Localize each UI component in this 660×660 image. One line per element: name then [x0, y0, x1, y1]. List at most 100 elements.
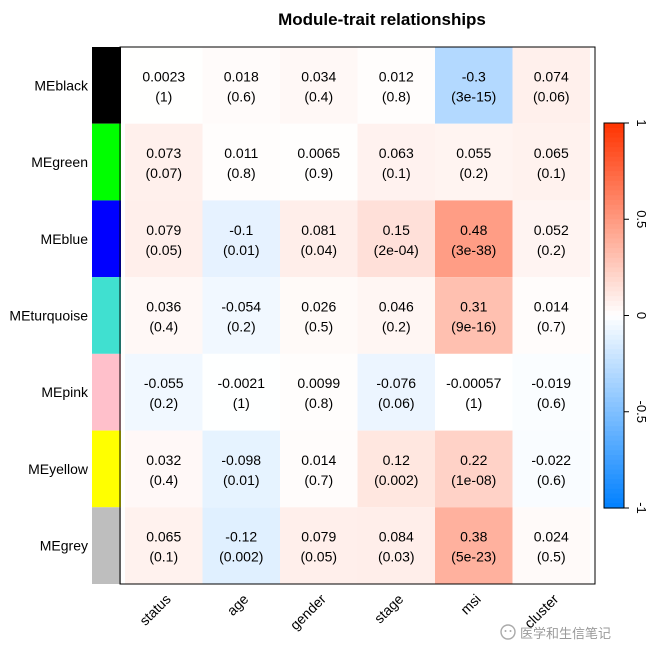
legend-gradient-segment: [604, 127, 624, 134]
cell-correlation-label: 0.0065: [297, 145, 340, 161]
heatmap-cell: [202, 200, 280, 278]
heatmap-cell: [280, 430, 358, 508]
cell-correlation-label: -0.055: [144, 375, 184, 391]
heatmap-cell: [357, 47, 435, 124]
legend-gradient-segment: [604, 349, 624, 355]
cell-pvalue-label: (0.8): [382, 88, 411, 104]
cell-pvalue-label: (0.7): [304, 472, 333, 488]
cell-correlation-label: 0.22: [460, 452, 487, 468]
heatmap-cell: [125, 47, 203, 124]
heatmap-cell: [125, 430, 203, 508]
heatmap-cell: [435, 430, 513, 508]
legend-gradient-segment: [604, 339, 624, 345]
cell-pvalue-label: (0.07): [145, 165, 182, 181]
legend-gradient-segment: [604, 185, 624, 191]
legend-gradient-segment: [604, 320, 624, 326]
legend-gradient-segment: [604, 382, 624, 389]
cell-correlation-label: 0.065: [534, 145, 569, 161]
cell-pvalue-label: (0.8): [304, 395, 333, 411]
color-scale-legend: -1 -0.5 0 0.5 1: [603, 119, 649, 514]
cell-correlation-label: -0.098: [221, 452, 261, 468]
heatmap-cell: [435, 200, 513, 278]
heatmap-cell: [125, 277, 203, 354]
legend-gradient-segment: [604, 455, 624, 461]
cell-pvalue-label: (0.002): [219, 549, 263, 565]
cell-correlation-label: 0.052: [534, 222, 569, 238]
cell-pvalue-label: (0.002): [374, 472, 418, 488]
cell-pvalue-label: (0.5): [537, 549, 566, 565]
heatmap-cell: [125, 353, 203, 431]
legend-gradient-segment: [604, 503, 624, 509]
legend-gradient-segment: [604, 204, 624, 211]
cell-pvalue-label: (0.04): [300, 242, 337, 258]
legend-gradient-segment: [604, 315, 624, 321]
watermark-text: 医学和生信笔记: [520, 626, 612, 642]
heatmap-cell: [357, 507, 435, 584]
cell-correlation-label: 0.38: [460, 529, 487, 545]
heatmap-cell: [357, 123, 435, 201]
cell-correlation-label: -0.00057: [446, 375, 501, 391]
heatmap-cell: [357, 277, 435, 354]
legend-gradient-segment: [604, 257, 624, 264]
cell-correlation-label: 0.15: [383, 222, 410, 238]
legend-gradient-segment: [604, 190, 624, 196]
heatmap-cell: [512, 507, 590, 584]
cell-pvalue-label: (0.06): [533, 88, 570, 104]
legend-gradient-segment: [604, 243, 624, 249]
legend-gradient-segment: [604, 464, 624, 471]
legend-gradient-segment: [604, 310, 624, 317]
cell-pvalue-label: (0.8): [227, 165, 256, 181]
legend-gradient-segment: [604, 161, 624, 167]
module-color-bar: [92, 47, 121, 584]
legend-gradient-segment: [604, 344, 624, 350]
cell-pvalue-label: (3e-15): [451, 88, 496, 104]
legend-gradient-segment: [604, 248, 624, 254]
heatmap-labels: MEblack 0.0023 (1) 0.018 (0.6) 0.034 (0.4) 0.01…: [9, 68, 571, 633]
heatmap-cells: [125, 47, 590, 584]
legend-gradient-segment: [604, 387, 624, 394]
heatmap-cell: [125, 123, 203, 201]
legend-gradient-segment: [604, 373, 624, 379]
legend-gradient-segment: [604, 277, 624, 283]
heatmap-cell: [512, 277, 590, 354]
cell-correlation-label: 0.063: [379, 145, 414, 161]
cell-correlation-label: 0.012: [379, 68, 414, 84]
cell-correlation-label: 0.079: [146, 222, 181, 238]
module-swatch-MEturquoise: [92, 277, 121, 354]
cell-pvalue-label: (0.4): [149, 319, 178, 335]
cell-pvalue-label: (0.2): [537, 242, 566, 258]
cell-correlation-label: 0.084: [379, 529, 414, 545]
heatmap-cell: [280, 277, 358, 354]
legend-gradient-segment: [604, 238, 624, 244]
heatmap-cell: [435, 507, 513, 584]
cell-correlation-label: 0.018: [224, 68, 259, 84]
cell-correlation-label: 0.014: [301, 452, 336, 468]
cell-pvalue-label: (0.6): [227, 88, 256, 104]
heatmap-cell: [435, 47, 513, 124]
module-swatch-MEpink: [92, 353, 121, 431]
row-label: MEgrey: [40, 538, 88, 554]
legend-gradient-segment: [604, 301, 624, 307]
legend-gradient-segment: [604, 450, 624, 456]
cell-correlation-label: -0.022: [531, 452, 571, 468]
legend-gradient-segment: [604, 479, 624, 485]
cell-pvalue-label: (0.4): [304, 88, 333, 104]
legend-gradient-segment: [604, 123, 624, 129]
legend-gradient-segment: [604, 325, 624, 331]
legend-gradient-segment: [604, 402, 624, 408]
module-swatch-MEgrey: [92, 507, 121, 584]
legend-gradient-segment: [604, 411, 624, 418]
cell-pvalue-label: (5e-23): [451, 549, 496, 565]
legend-gradient-segment: [604, 267, 624, 273]
cell-correlation-label: -0.12: [225, 529, 257, 545]
legend-gradient-segment: [604, 445, 624, 451]
legend-gradient-segment: [604, 180, 624, 187]
heatmap-cell: [512, 353, 590, 431]
legend-gradient-segment: [604, 305, 624, 312]
heatmap-cell: [435, 353, 513, 431]
cell-pvalue-label: (0.9): [304, 165, 333, 181]
legend-gradient-segment: [604, 281, 624, 288]
cell-pvalue-label: (0.5): [304, 319, 333, 335]
heatmap-cell: [512, 47, 590, 124]
heatmap-cell: [357, 200, 435, 278]
